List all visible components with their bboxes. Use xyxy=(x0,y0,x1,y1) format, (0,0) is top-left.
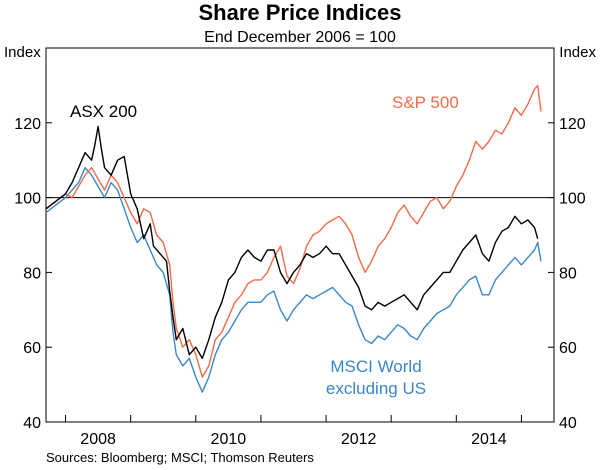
y-axis-unit-left: Index xyxy=(4,44,41,61)
series-line-s-p-500 xyxy=(45,84,542,378)
series-label-msci-line2: excluding US xyxy=(326,379,426,398)
x-tick-label-2014: 2014 xyxy=(471,431,507,448)
source-note: Sources: Bloomberg; MSCI; Thomson Reuter… xyxy=(46,450,314,465)
plot-area-frame xyxy=(45,47,555,423)
y-tick-label-right-60: 60 xyxy=(559,340,577,357)
chart-subtitle: End December 2006 = 100 xyxy=(204,29,396,46)
x-tick-label-2012: 2012 xyxy=(341,431,377,448)
series-label-msci-line1: MSCI World xyxy=(330,357,421,376)
y-tick-label-right-100: 100 xyxy=(559,191,586,208)
y-tick-label-right-120: 120 xyxy=(559,116,586,133)
x-tick-label-2008: 2008 xyxy=(80,431,116,448)
chart-title: Share Price Indices xyxy=(199,0,402,25)
series-line-asx-200 xyxy=(45,125,539,360)
series-label-sp500: S&P 500 xyxy=(392,93,459,112)
y-tick-label-left-60: 60 xyxy=(23,340,41,357)
series-line-msci-world-excluding-us xyxy=(45,167,542,393)
y-tick-label-left-120: 120 xyxy=(14,116,41,133)
y-tick-label-left-80: 80 xyxy=(23,265,41,282)
y-tick-label-right-80: 80 xyxy=(559,265,577,282)
series-label-asx200: ASX 200 xyxy=(70,102,137,121)
y-tick-label-right-40: 40 xyxy=(559,415,577,432)
x-tick-label-2010: 2010 xyxy=(211,431,247,448)
y-tick-label-left-40: 40 xyxy=(23,415,41,432)
y-tick-label-left-100: 100 xyxy=(14,191,41,208)
y-axis-unit-right: Index xyxy=(559,44,596,61)
